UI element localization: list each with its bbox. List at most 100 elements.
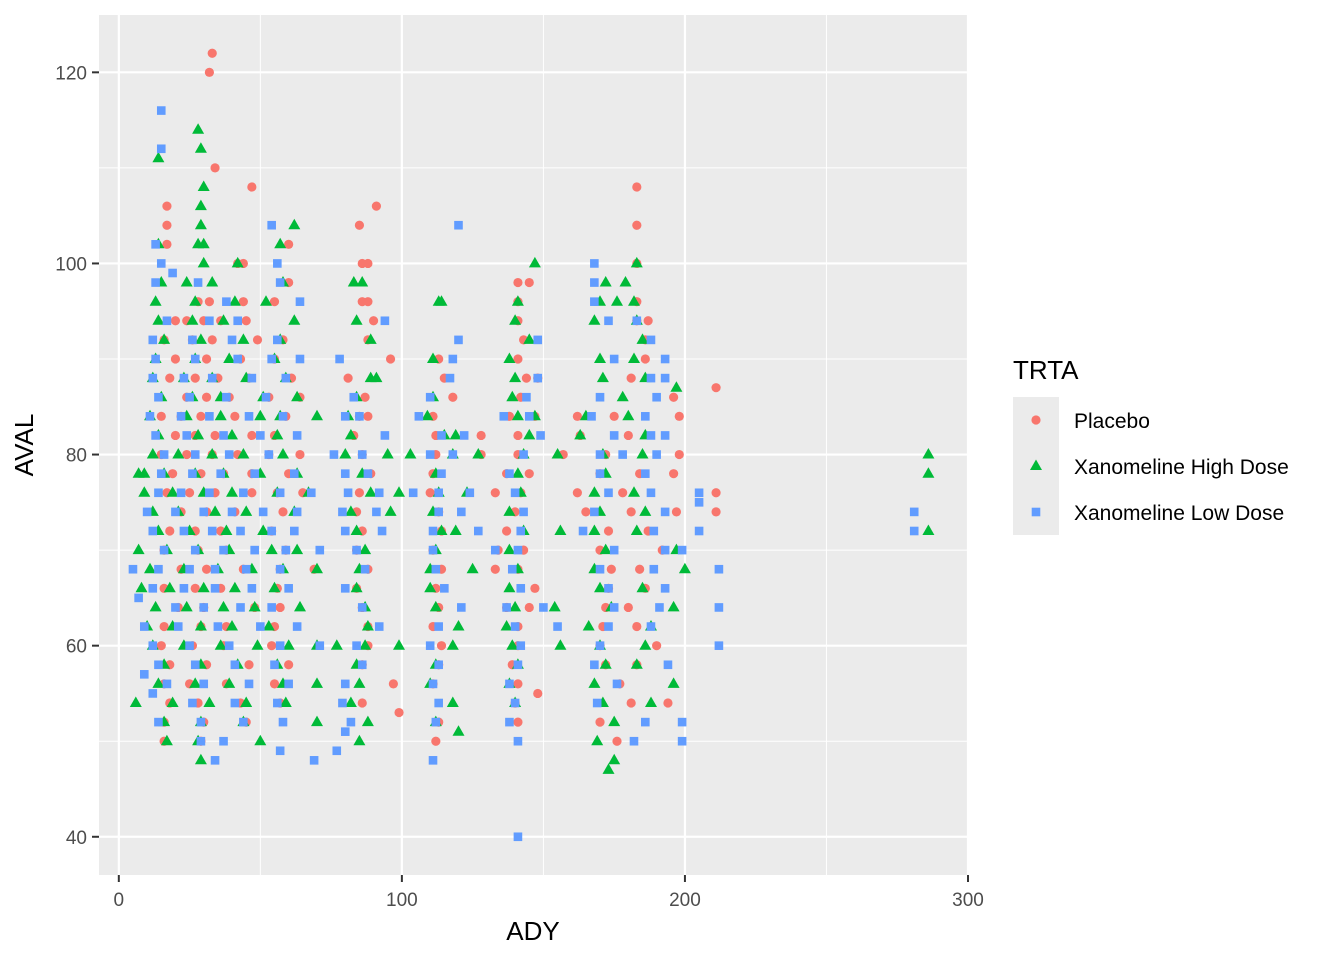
point-high-dose <box>344 505 357 516</box>
point-high-dose <box>628 352 640 363</box>
point-low-dose <box>264 450 274 459</box>
point-placebo <box>513 679 523 689</box>
point-high-dose <box>381 448 394 459</box>
point-high-dose <box>361 620 374 631</box>
point-low-dose <box>205 316 214 326</box>
point-low-dose <box>510 622 520 631</box>
point-high-dose <box>166 696 179 707</box>
point-low-dose <box>239 717 248 727</box>
point-low-dose <box>306 488 316 498</box>
point-low-dose <box>176 412 186 421</box>
point-low-dose <box>182 431 192 440</box>
point-high-dose <box>506 639 519 650</box>
point-high-dose <box>359 639 372 650</box>
point-placebo <box>530 583 540 593</box>
point-placebo <box>711 383 721 393</box>
point-low-dose <box>513 832 523 842</box>
point-placebo <box>284 660 294 670</box>
point-low-dose <box>151 431 160 440</box>
point-high-dose <box>435 524 448 535</box>
point-high-dose <box>203 696 216 707</box>
point-high-dose <box>523 333 536 344</box>
point-high-dose <box>554 524 567 535</box>
point-low-dose <box>148 335 158 345</box>
point-low-dose <box>281 545 291 555</box>
point-high-dose <box>359 543 372 555</box>
point-low-dose <box>210 564 220 574</box>
legend-label-high-dose: Xanomeline High Dose <box>1074 456 1289 479</box>
point-low-dose <box>207 526 217 536</box>
point-low-dose <box>338 698 347 708</box>
point-low-dose <box>338 507 347 517</box>
point-low-dose <box>660 545 670 555</box>
point-low-dose <box>258 507 268 517</box>
point-placebo <box>267 641 277 651</box>
point-low-dose <box>652 450 661 459</box>
point-high-dose <box>311 409 323 421</box>
point-placebo <box>190 583 200 593</box>
point-high-dose <box>237 333 250 344</box>
x-tick-label: 100 <box>386 890 418 911</box>
point-placebo <box>295 449 305 460</box>
point-low-dose <box>505 469 514 478</box>
y-tick-label: 80 <box>66 446 87 467</box>
point-high-dose <box>160 734 173 746</box>
point-high-dose <box>594 581 606 593</box>
point-low-dose <box>340 679 350 689</box>
point-high-dose <box>223 677 236 688</box>
point-high-dose <box>149 295 162 306</box>
point-low-dose <box>592 698 602 708</box>
point-placebo <box>385 354 396 364</box>
point-placebo <box>572 488 582 498</box>
point-placebo <box>269 297 280 307</box>
point-high-dose <box>260 295 272 306</box>
point-low-dose <box>457 507 466 517</box>
point-high-dose <box>630 658 643 669</box>
point-high-dose <box>254 409 267 421</box>
point-low-dose <box>663 660 673 670</box>
point-placebo <box>674 449 684 460</box>
point-low-dose <box>457 603 466 612</box>
point-high-dose <box>554 639 567 650</box>
point-high-dose <box>500 620 513 631</box>
point-low-dose <box>609 431 619 440</box>
point-low-dose <box>590 259 599 268</box>
point-low-dose <box>205 488 214 498</box>
point-low-dose <box>507 564 517 574</box>
point-low-dose <box>553 622 562 631</box>
point-high-dose <box>257 524 270 535</box>
point-low-dose <box>660 584 670 593</box>
point-low-dose <box>224 641 234 650</box>
point-low-dose <box>587 412 596 421</box>
point-high-dose <box>503 581 516 593</box>
point-placebo <box>671 507 682 517</box>
point-placebo <box>513 277 523 288</box>
point-low-dose <box>340 526 350 536</box>
point-high-dose <box>228 581 241 593</box>
point-low-dose <box>273 698 282 708</box>
point-low-dose <box>434 660 443 670</box>
point-low-dose <box>278 717 288 727</box>
point-low-dose <box>632 316 642 326</box>
point-low-dose <box>162 316 172 326</box>
legend-key-low-dose <box>1031 507 1041 517</box>
point-placebo <box>431 736 441 746</box>
point-low-dose <box>357 450 367 459</box>
point-low-dose <box>199 603 209 612</box>
point-placebo <box>626 507 636 517</box>
point-high-dose <box>294 600 306 612</box>
point-high-dose <box>636 333 649 344</box>
point-high-dose <box>639 505 652 516</box>
point-low-dose <box>241 564 251 574</box>
point-high-dose <box>231 256 244 268</box>
point-high-dose <box>132 543 145 555</box>
point-high-dose <box>384 505 397 516</box>
point-low-dose <box>185 564 194 574</box>
point-low-dose <box>290 526 299 536</box>
point-low-dose <box>156 259 166 268</box>
point-low-dose <box>590 297 599 306</box>
point-placebo <box>159 621 169 632</box>
point-high-dose <box>446 639 459 650</box>
point-high-dose <box>364 486 377 497</box>
point-placebo <box>394 707 404 718</box>
